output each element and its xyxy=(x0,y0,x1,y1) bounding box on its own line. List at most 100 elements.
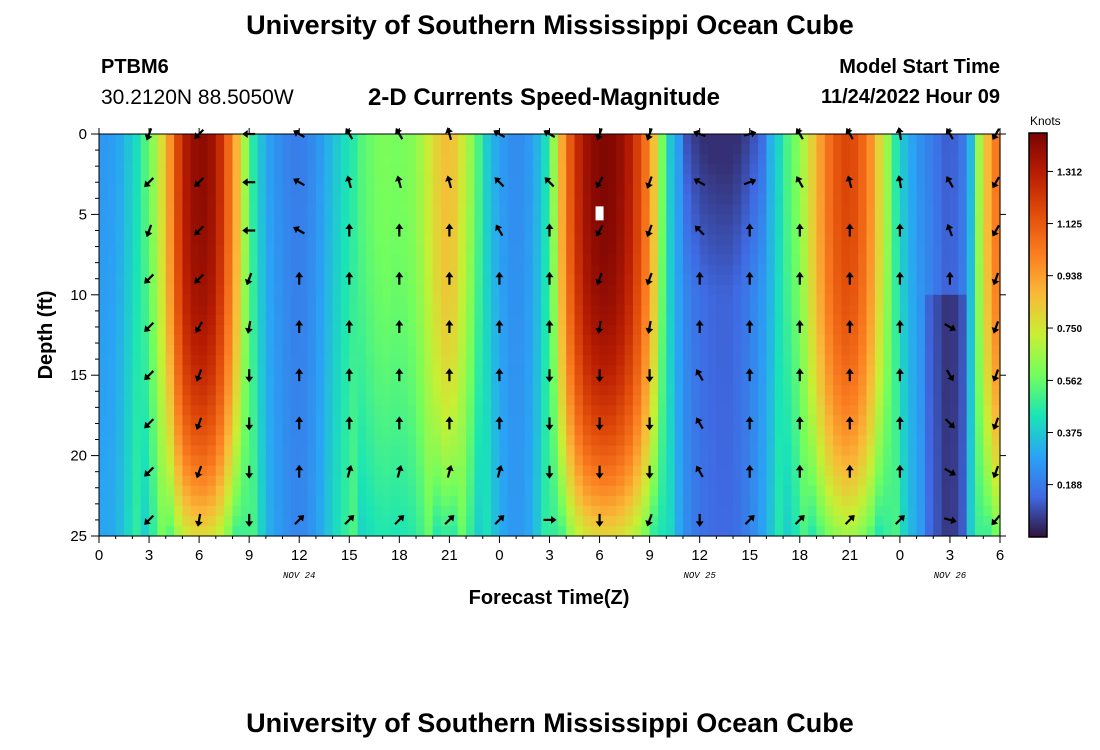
heatmap-cell xyxy=(265,324,275,336)
heatmap-cell xyxy=(708,415,717,427)
heatmap-cell xyxy=(974,445,984,457)
heatmap-cell xyxy=(516,134,526,145)
heatmap-cell xyxy=(299,515,309,527)
heatmap-cell xyxy=(866,525,876,537)
heatmap-cell xyxy=(157,154,167,165)
heatmap-cell xyxy=(307,375,317,386)
heatmap-cell xyxy=(265,164,275,175)
heatmap-cell xyxy=(791,144,801,155)
heatmap-cell xyxy=(958,475,968,487)
heatmap-cell xyxy=(616,505,626,517)
heatmap-cell xyxy=(157,415,167,427)
heatmap-cell xyxy=(582,365,592,376)
current-arrow xyxy=(991,320,1000,334)
heatmap-cell xyxy=(165,194,175,205)
heatmap-cell xyxy=(799,475,809,487)
heatmap-cell xyxy=(799,194,809,205)
heatmap-cell xyxy=(507,234,517,246)
heatmap-cell xyxy=(165,224,175,236)
heatmap-cell xyxy=(741,495,751,507)
heatmap-cell xyxy=(499,214,509,226)
heatmap-cell xyxy=(407,274,417,286)
heatmap-cell xyxy=(874,345,884,356)
heatmap-cell xyxy=(132,244,142,256)
heatmap-cell xyxy=(549,154,559,165)
heatmap-cell xyxy=(282,365,292,376)
heatmap-cell xyxy=(758,475,767,487)
heatmap-cell xyxy=(340,355,350,366)
heatmap-cell xyxy=(566,505,576,517)
heatmap-cell xyxy=(599,515,609,527)
heatmap-cell xyxy=(274,214,284,226)
heatmap-cell xyxy=(390,184,400,195)
heatmap-cell xyxy=(174,264,184,276)
heatmap-cell xyxy=(916,314,926,326)
heatmap-cell xyxy=(207,204,217,215)
heatmap-cell xyxy=(340,244,350,256)
heatmap-cell xyxy=(883,355,893,366)
heatmap-cell xyxy=(599,184,609,195)
heatmap-cell xyxy=(407,495,417,507)
heatmap-cell xyxy=(666,515,676,527)
heatmap-cell xyxy=(257,485,267,497)
heatmap-cell xyxy=(766,244,776,256)
heatmap-cell xyxy=(758,314,767,326)
heatmap-cell xyxy=(816,515,826,527)
heatmap-cell xyxy=(407,144,417,155)
heatmap-cell xyxy=(441,335,450,346)
heatmap-cell xyxy=(949,224,959,236)
heatmap-cell xyxy=(758,164,767,175)
heatmap-cell xyxy=(207,254,217,266)
heatmap-cell xyxy=(591,164,601,175)
heatmap-cell xyxy=(549,304,559,316)
heatmap-cell xyxy=(282,525,292,537)
heatmap-cell xyxy=(282,234,292,246)
heatmap-cell xyxy=(774,415,784,427)
heatmap-cell xyxy=(215,425,225,437)
heatmap-cell xyxy=(349,254,359,266)
heatmap-cell xyxy=(240,324,250,336)
heatmap-cell xyxy=(799,174,809,185)
heatmap-cell xyxy=(624,164,634,175)
heatmap-cell xyxy=(99,415,108,427)
current-arrow xyxy=(495,271,504,285)
current-arrow xyxy=(194,369,203,382)
heatmap-cell xyxy=(716,164,726,175)
heatmap-cell xyxy=(215,405,225,416)
heatmap-cell xyxy=(958,244,968,256)
heatmap-cell xyxy=(390,345,400,356)
heatmap-cell xyxy=(232,445,242,457)
heatmap-cell xyxy=(966,304,976,316)
heatmap-cell xyxy=(641,525,651,537)
heatmap-cell xyxy=(340,335,350,346)
heatmap-cell xyxy=(557,204,567,215)
heatmap-cell xyxy=(641,264,651,276)
heatmap-cell xyxy=(908,264,918,276)
heatmap-cell xyxy=(399,375,409,386)
heatmap-cell xyxy=(691,274,701,286)
heatmap-cell xyxy=(766,314,776,326)
heatmap-cell xyxy=(557,144,567,155)
heatmap-cell xyxy=(140,375,150,386)
heatmap-cell xyxy=(716,154,726,165)
heatmap-cell xyxy=(416,355,425,366)
heatmap-cell xyxy=(624,194,634,205)
heatmap-cell xyxy=(240,385,250,396)
heatmap-cell xyxy=(399,164,409,175)
current-arrow xyxy=(991,465,1000,479)
heatmap-cell xyxy=(808,455,818,467)
heatmap-cell xyxy=(290,415,300,427)
heatmap-cell xyxy=(541,144,551,155)
heatmap-cell xyxy=(424,274,434,286)
heatmap-cell xyxy=(390,244,400,256)
heatmap-cell xyxy=(924,495,934,507)
heatmap-cell xyxy=(149,204,158,215)
current-arrow xyxy=(595,224,604,237)
heatmap-cell xyxy=(657,355,667,366)
heatmap-cell xyxy=(708,375,717,386)
heatmap-cell xyxy=(457,445,467,457)
heatmap-cell xyxy=(190,174,200,185)
heatmap-cell xyxy=(766,264,776,276)
heatmap-cell xyxy=(549,254,559,266)
